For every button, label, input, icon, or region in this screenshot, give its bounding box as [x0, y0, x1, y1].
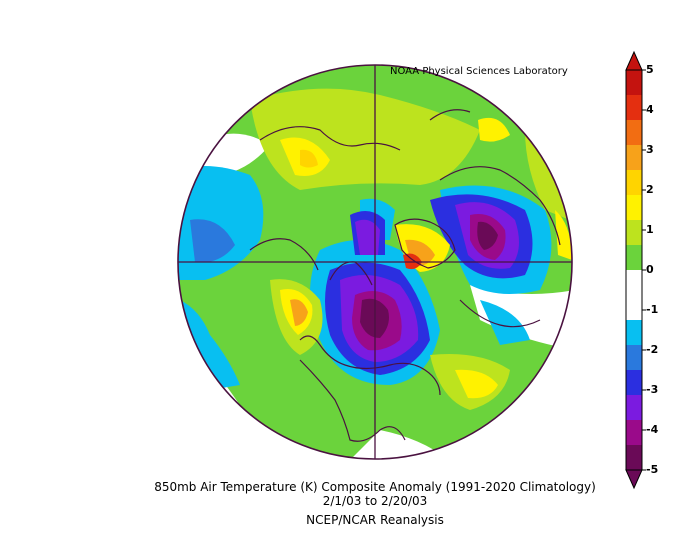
colorbar-tick-label: -4 [646, 423, 659, 436]
colorbar-tick-label: 5 [646, 63, 654, 76]
colorbar-ticks [642, 69, 646, 471]
captions: 850mb Air Temperature (K) Composite Anom… [0, 480, 700, 527]
map-boundary-circle [177, 64, 573, 460]
colorbar-tick-label: 4 [646, 103, 654, 116]
colorbar-bin [626, 370, 642, 395]
colorbar-bin [626, 170, 642, 195]
colorbar-tick-label: 3 [646, 143, 654, 156]
credit-label: NOAA Physical Sciences Laboratory [390, 66, 568, 77]
colorbar-bin [626, 70, 642, 95]
colorbar-bin [626, 445, 642, 470]
colorbar-top-arrow [625, 50, 643, 71]
colorbar-bin [626, 245, 642, 270]
colorbar-bin [626, 145, 642, 170]
colorbar-tick-label: -5 [646, 463, 659, 476]
colorbar-bin [626, 120, 642, 145]
colorbar-bin [626, 195, 642, 220]
colorbar-tick-label: 2 [646, 183, 654, 196]
colorbar-bin [626, 270, 642, 295]
colorbar-bin [626, 345, 642, 370]
date-range: 2/1/03 to 2/20/03 [322, 494, 428, 508]
colorbar-tick-label: -2 [646, 343, 659, 356]
colorbar-tick-label: 1 [646, 223, 654, 236]
colorbar-bin [626, 295, 642, 320]
data-source: NCEP/NCAR Reanalysis [306, 513, 444, 527]
colorbar-tick-label: 0 [646, 263, 654, 276]
colorbar [625, 50, 646, 490]
map-title: 850mb Air Temperature (K) Composite Anom… [154, 480, 596, 494]
colorbar-bin [626, 220, 642, 245]
colorbar-bin [626, 320, 642, 345]
colorbar-bins [626, 70, 642, 470]
colorbar-bin [626, 95, 642, 120]
colorbar-bin [626, 420, 642, 445]
colorbar-bin [626, 395, 642, 420]
colorbar-tick-label: -1 [646, 303, 659, 316]
colorbar-tick-label: -3 [646, 383, 659, 396]
